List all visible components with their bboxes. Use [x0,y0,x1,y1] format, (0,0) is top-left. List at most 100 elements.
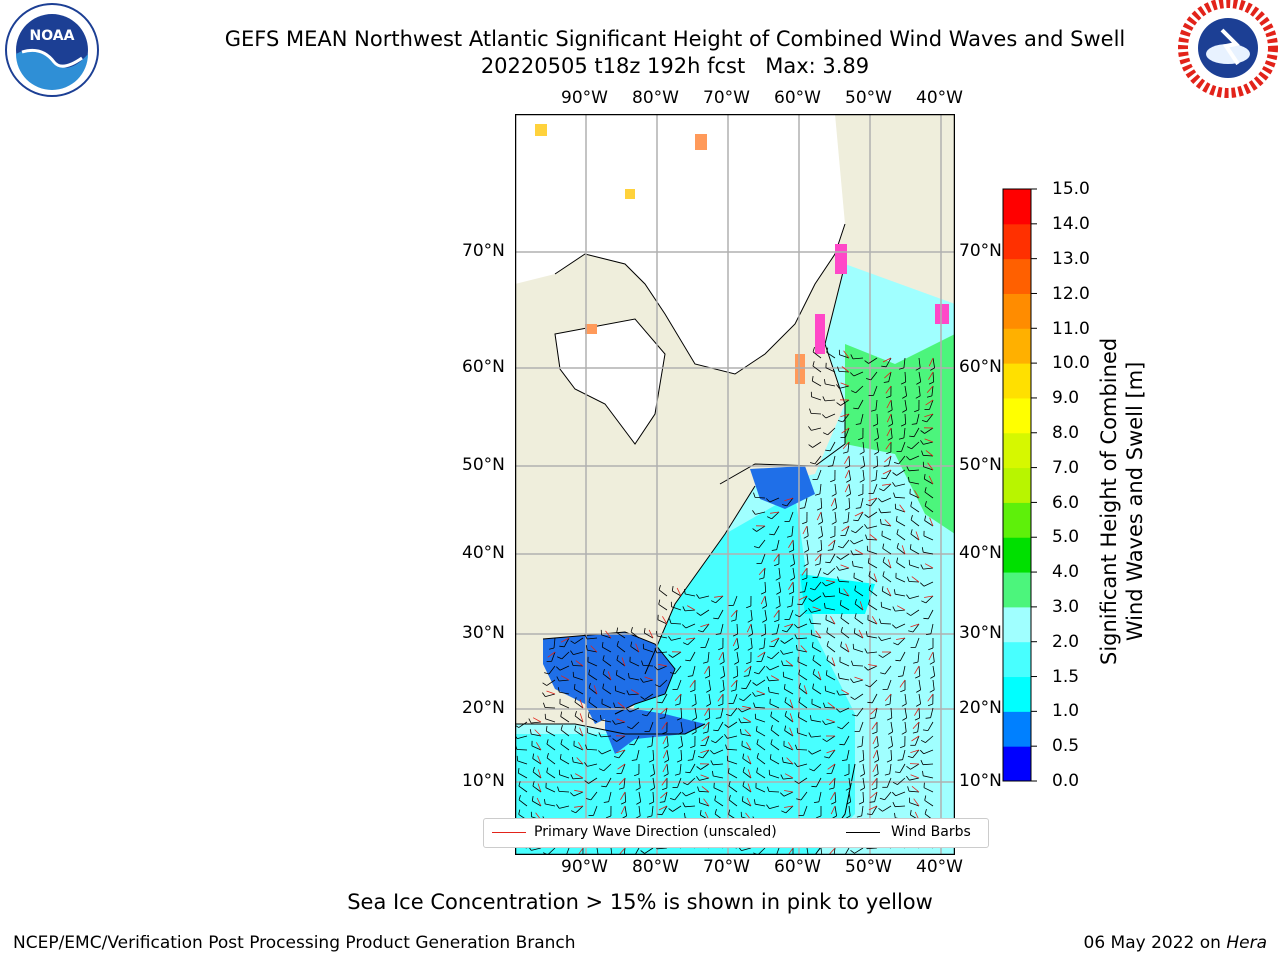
wind-barb [853,371,864,377]
wind-barb-feather [920,582,925,587]
wind-barb [563,637,570,647]
wind-barb-feather [906,456,911,461]
wind-barb-feather [809,408,812,414]
wave-direction-arrow [770,637,780,643]
wind-barb-feather [532,766,535,773]
wind-barb [867,550,878,555]
wave-direction-arrow [771,675,780,681]
wind-barb-feather [697,786,700,792]
wind-barb [588,777,598,784]
wind-barb-feather [687,675,693,677]
wind-barb-feather [818,521,823,525]
wind-barb [745,679,752,689]
wave-direction-legend-label: Primary Wave Direction (unscaled) [534,824,777,840]
wind-barb [657,635,668,639]
wave-direction-arrow [648,629,654,639]
wind-barb [783,761,794,765]
wind-barb [516,749,528,751]
wind-barb [932,371,935,383]
lat-label-right: 10°N [959,771,1002,791]
wind-barb-feather [832,815,837,819]
wind-barb-feather [710,750,715,755]
wave-direction-arrow [858,629,864,639]
wind-barb [827,427,836,436]
wind-barb-feather [730,619,737,622]
wind-barb-feather [822,414,827,419]
wind-barb [804,497,808,508]
wind-barb-feather [780,650,784,655]
wave-direction-arrow [702,721,710,730]
wind-barb [754,497,766,499]
wind-barb-feather [832,507,837,511]
wave-direction-arrow [910,749,920,753]
wind-barb [915,637,920,648]
wind-barb [624,805,627,816]
wind-barb [531,733,542,737]
wave-direction-arrow [676,587,682,597]
wind-barb [642,665,654,667]
wind-barb [918,357,921,368]
wind-barb [909,493,920,499]
wave-direction-arrow [576,757,584,765]
wind-barb [633,735,640,745]
wind-barb [590,791,598,801]
wave-direction-arrow [616,718,626,723]
wind-barb-feather [634,773,640,777]
wind-barb [812,595,822,602]
wind-barb [798,674,808,681]
wind-barb-feather [909,544,912,550]
wind-barb [903,427,906,438]
wind-barb-feather [756,739,759,745]
wind-barb [888,455,892,466]
wave-direction-arrow [843,350,850,359]
wind-barb-feather [794,762,798,767]
wind-barb [890,735,893,746]
wind-barb-feather [786,535,793,538]
wind-barb-feather [629,743,635,746]
wind-barb [873,385,878,396]
wind-barb-feather [811,642,814,648]
wind-barb [735,609,738,620]
wind-barb-feather [771,633,777,635]
wind-barb [820,497,823,509]
wind-barb [705,637,710,648]
wind-barb-feather [878,508,882,513]
wind-barb [812,441,822,448]
wind-barb [868,589,878,597]
wind-barb-feather [853,407,859,410]
wind-barb-feather [630,626,633,633]
wind-barb [862,441,865,452]
wind-barb-feather [895,516,898,522]
colorbar-segment [1003,676,1031,712]
wind-barb [826,632,836,639]
wind-barb-feather [769,754,772,760]
wave-direction-arrow [784,790,794,793]
wind-barb [587,763,598,767]
wave-direction-arrow [746,623,752,633]
wind-barb [755,787,766,793]
wind-barb [545,803,556,807]
wind-barb-feather [781,810,786,814]
wind-barb-feather [927,703,933,707]
wind-barb [868,604,878,611]
wave-direction-arrow [532,717,542,723]
wind-barb [715,595,724,604]
wind-barb-feather [836,384,840,389]
wind-barb [910,506,920,513]
wave-direction-arrow [575,773,584,779]
wind-barb [547,847,556,856]
wind-barb-feather [892,791,896,797]
wind-barb [707,651,710,662]
footer-credit: NCEP/EMC/Verification Post Processing Pr… [13,933,576,953]
wind-barb [880,511,892,514]
colorbar-tick: 1.5 [1052,667,1080,687]
wave-direction-arrow [703,798,710,807]
wind-barb-feather [528,718,532,724]
wind-barb [812,673,822,681]
wind-barb [853,539,864,545]
wind-barb-feather [870,479,877,482]
wind-barb [672,590,682,597]
wave-direction-arrow [924,438,934,443]
wind-barb [882,575,892,583]
wind-barb-feather [858,437,864,441]
